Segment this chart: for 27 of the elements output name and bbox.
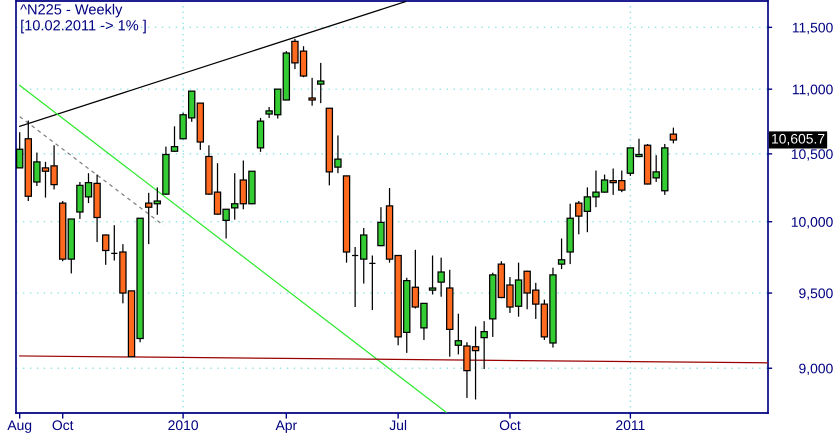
candlestick [317, 62, 324, 104]
chart-title: ^N225 - Weekly [20, 4, 122, 18]
candlestick [428, 254, 436, 296]
candlestick [437, 257, 445, 298]
x-tick-label: Apr [276, 420, 297, 433]
x-tick-label: Aug [7, 420, 32, 433]
x-tick-label: Oct [52, 420, 74, 430]
candlestick [480, 320, 488, 370]
text: 10,605.7 [772, 134, 824, 146]
y-tick-label: 11,500 [792, 22, 833, 34]
y-tick-label: 11,000 [792, 84, 833, 96]
candlestick [368, 254, 376, 311]
x-tick-label: Oct [500, 420, 521, 430]
x-tick-label: 2010 [168, 420, 198, 430]
x-tick-label: Jul [389, 420, 406, 430]
candlestick [558, 238, 566, 270]
y-tick-label: 9,500 [799, 288, 833, 300]
y-tick-label: 10,500 [792, 149, 833, 161]
candlestick [351, 246, 359, 308]
y-tick-label: 9,000 [799, 364, 833, 376]
candlestick [670, 127, 678, 144]
candlestick [170, 126, 178, 153]
text: [10.02.2011 -> 1% ] [21, 20, 146, 34]
candlestick [308, 77, 316, 106]
y-tick-label: 10,000 [792, 217, 833, 229]
x-tick-label: 2011 [616, 420, 645, 430]
candlestick [102, 234, 110, 266]
